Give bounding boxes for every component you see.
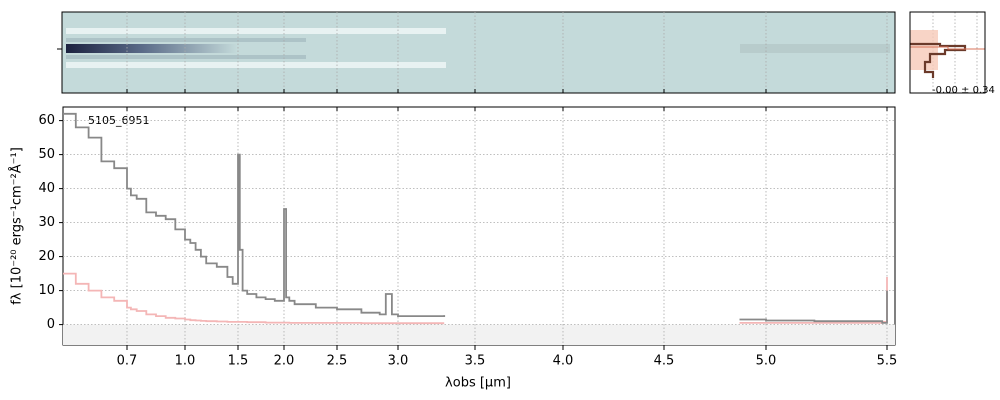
y-tick-label: 60 bbox=[38, 113, 55, 128]
x-tick-label: 3.0 bbox=[388, 354, 409, 369]
x-tick-label: 5.0 bbox=[756, 354, 777, 369]
spectrum-2d bbox=[57, 11, 896, 94]
x-tick-label: 3.5 bbox=[465, 354, 486, 369]
x-tick-label: 4.0 bbox=[553, 354, 574, 369]
y-tick-label: 0 bbox=[47, 317, 55, 332]
x-axis-label: λobs [μm] bbox=[445, 376, 511, 391]
annotation: 5105_6951 bbox=[88, 114, 150, 127]
x-tick-label: 5.5 bbox=[877, 354, 898, 369]
x-tick-label: 2.0 bbox=[274, 354, 295, 369]
x-tick-label: 1.5 bbox=[228, 354, 249, 369]
y-axis-label: fλ [10⁻²⁰ ergs⁻¹cm⁻²Å⁻¹] bbox=[9, 147, 25, 305]
series-line bbox=[63, 112, 888, 324]
y-tick-label: 50 bbox=[38, 147, 55, 162]
y-tick-label: 10 bbox=[38, 283, 55, 298]
series-line bbox=[63, 272, 888, 325]
x-tick-label: 2.5 bbox=[327, 354, 348, 369]
y-tick-label: 30 bbox=[38, 215, 55, 230]
zero-band bbox=[63, 324, 895, 345]
y-tick-label: 40 bbox=[38, 181, 55, 196]
y-tick-label: 20 bbox=[38, 249, 55, 264]
profile-annotation: -0.00 ± 0.34 bbox=[932, 85, 995, 96]
plot-frame bbox=[62, 106, 896, 346]
x-tick-label: 4.5 bbox=[654, 354, 675, 369]
profile-panel: -0.00 ± 0.34 bbox=[909, 11, 995, 96]
x-tick-label: 0.7 bbox=[117, 354, 138, 369]
x-tick-label: 1.0 bbox=[175, 354, 196, 369]
